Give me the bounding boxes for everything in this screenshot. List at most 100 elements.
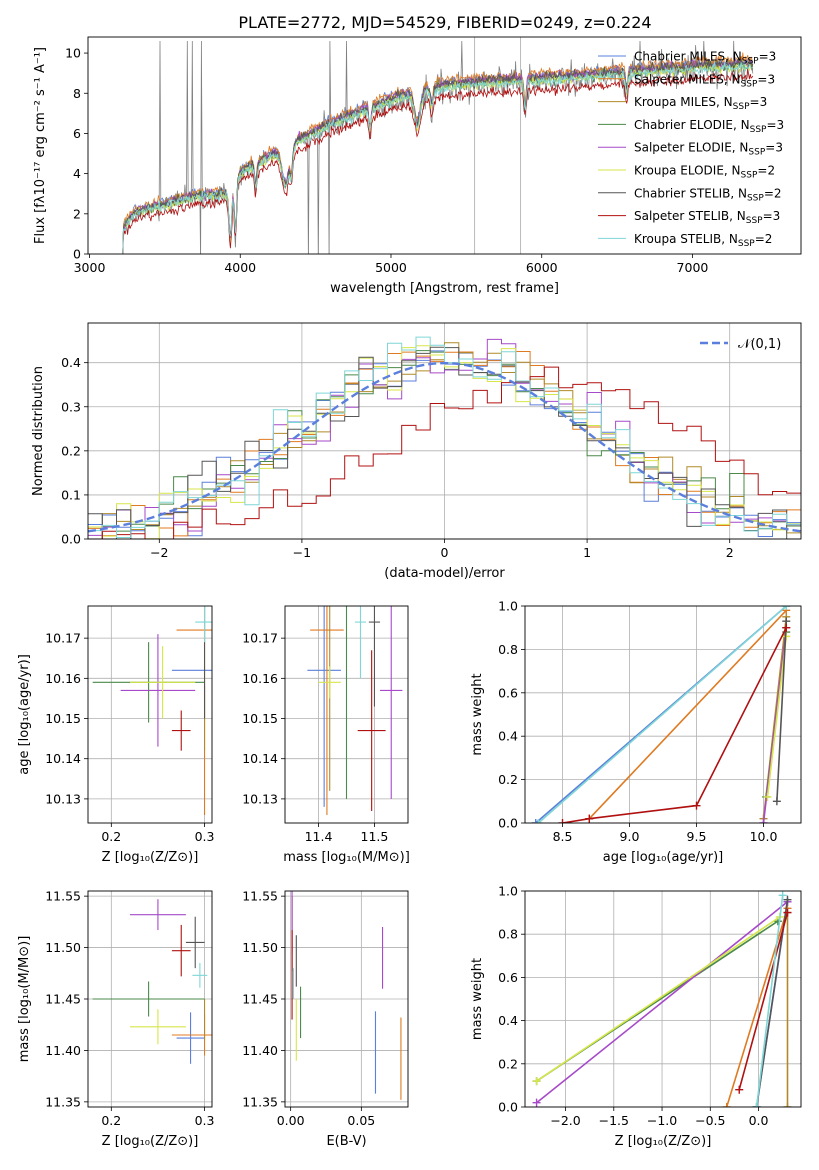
- residuals-ytick-label-3: 0.3: [61, 399, 81, 414]
- spectrum-legend-value-7: =3: [763, 209, 781, 223]
- spectrum-legend-value-4: =3: [765, 141, 783, 155]
- age_vs_mass-ytick-label-0: 10.13: [242, 791, 278, 806]
- weight_vs_age-ytick-label-0: 0.0: [498, 816, 518, 831]
- residuals-xlabel: (data-model)/error: [384, 566, 505, 581]
- spectrum-legend-sub-3: SSP: [750, 125, 767, 135]
- weight_vs_Z-xtick-label-2: −1.0: [647, 1113, 677, 1128]
- weight_vs_Z-frame: [524, 890, 802, 1108]
- age_vs_Z-ytick-label-2: 10.15: [45, 711, 81, 726]
- weight_vs_age-marker-0-0: [531, 819, 540, 823]
- spectrum-legend-value-0: =3: [759, 50, 777, 64]
- weight_vs_age-line-8: [537, 606, 787, 823]
- residuals-xtick-label-3: 1: [583, 545, 591, 560]
- spectrum-ytick-label-5: 10: [65, 46, 81, 61]
- age_vs_Z-ylabel: age [log₁₀(age/yr)]: [17, 654, 32, 775]
- spectrum-ytick-label-2: 4: [73, 166, 81, 181]
- weight_vs_Z-marker-1-0: [722, 1103, 731, 1107]
- spectrum-xlabel: wavelength [Angstrom, rest frame]: [330, 281, 559, 296]
- weight_vs_Z-ytick-label-5: 1.0: [498, 884, 518, 899]
- spectrum-xtick-label-2: 5000: [375, 260, 407, 275]
- spectrum-legend-value-8: =2: [755, 232, 773, 246]
- residuals-xtick-label-2: 0: [441, 545, 449, 560]
- spectrum-legend-label-3: Chabrier ELODIE, NSSP=3: [634, 118, 784, 135]
- residuals-normal-curve: [88, 361, 801, 533]
- spectrum-legend-label-1: Salpeter MILES, NSSP=3: [634, 72, 775, 89]
- spectrum-frame: [87, 36, 802, 255]
- weight_vs_age-marker-5-0: [763, 792, 772, 801]
- weight_vs_age-ytick-label-4: 0.8: [498, 642, 518, 657]
- mass_vs_ebv-ytick-label-0: 11.35: [242, 1094, 278, 1109]
- spectrum-legend-sub-5: SSP: [741, 171, 758, 181]
- weight_vs_Z-marker-4-0: [532, 1098, 541, 1107]
- weight_vs_age-marker-8-0: [534, 819, 543, 823]
- residuals-axes: −2 −1 0 1 2 0.0 0.1 0.2 0.3 0.4 (data-model)/error…: [31, 322, 802, 581]
- weight_vs_Z-marker-8-1: [778, 891, 787, 900]
- residuals-xtick-label-0: −2: [150, 545, 168, 560]
- weight_vs_age-marker-4-0: [759, 819, 768, 823]
- spectrum-legend-value-5: =2: [757, 164, 775, 178]
- weight_vs_age-marker-8-1: [782, 606, 791, 610]
- mass_vs_ebv-ytick-label-3: 11.50: [242, 940, 278, 955]
- spectrum-legend-label-6: Chabrier STELIB, NSSP=2: [634, 186, 782, 203]
- mass_vs_Z-xlabel: Z [log₁₀(Z/Z⊙)]: [102, 1134, 199, 1149]
- weight_vs_age-ytick-label-5: 1.0: [498, 599, 518, 614]
- weight_vs_Z-marker-7-0: [735, 1085, 744, 1094]
- weight_vs_age-marker-7-3: [782, 623, 791, 632]
- weight_vs_Z-ytick-label-4: 0.8: [498, 927, 518, 942]
- mass_vs_ebv-xtick-label-0: 0.00: [277, 1113, 305, 1128]
- weight_vs_age-ytick-label-1: 0.2: [498, 772, 518, 787]
- mass_vs_ebv-ytick-label-1: 11.40: [242, 1043, 278, 1058]
- weight_vs_age-line-1: [588, 609, 787, 820]
- residuals-ytick-label-2: 0.2: [61, 443, 81, 458]
- spectrum-legend-value-1: =3: [757, 72, 775, 86]
- spectrum-legend-sub-1: SSP: [741, 79, 758, 89]
- residuals-ytick-label-4: 0.4: [61, 355, 81, 370]
- residuals-legend: 𝒩(0,1): [700, 337, 781, 352]
- mass_vs_ebv-frame: [284, 890, 409, 1108]
- residuals-xtick-label-4: 2: [726, 545, 734, 560]
- weight_vs_Z-xtick-label-4: 0.0: [749, 1113, 769, 1128]
- spectrum-legend-sub-7: SSP: [746, 216, 763, 226]
- weight_vs_Z-xlabel: Z [log₁₀(Z/Z⊙)]: [615, 1134, 712, 1149]
- age_vs_mass-ytick-label-2: 10.15: [242, 711, 278, 726]
- spectrum-xtick-label-3: 6000: [526, 260, 558, 275]
- spectrum-plot: [122, 37, 754, 254]
- residuals-hist-7: [88, 366, 801, 539]
- spectrum-ytick-label-1: 2: [73, 206, 81, 221]
- weight_vs_Z-ytick-label-0: 0.0: [498, 1100, 518, 1115]
- mass_vs_ebv-xlabel: E(B-V): [326, 1134, 366, 1149]
- age_vs_Z-axes: 0.2 0.3 10.13 10.14 10.15 10.16 10.17 Z [log₁₀(…: [17, 605, 214, 865]
- weight_vs_age-line-7: [562, 627, 788, 823]
- residuals-hist-4: [88, 338, 801, 539]
- spectrum-xtick-label-4: 7000: [677, 260, 709, 275]
- weight_vs_age-line-4: [762, 627, 788, 823]
- weight_vs_age-xtick-label-0: 8.5: [553, 829, 573, 844]
- weight_vs_Z-marker-7-1: [783, 908, 792, 917]
- mass_vs_Z-xtick-label-0: 0.2: [101, 1113, 121, 1128]
- mass_vs_Z-axes: 0.2 0.3 11.35 11.40 11.45 11.50 11.55 Z [log₁₀(…: [17, 889, 215, 1149]
- residuals-ylabel: Normed distribution: [31, 366, 46, 496]
- spectrum-axes: 3000 4000 5000 6000 7000 0 2 4 6 8 10 wavelength [A…: [33, 36, 802, 296]
- mass_vs_Z-ylabel: mass [log₁₀(M/M⊙)]: [17, 936, 32, 1063]
- weight_vs_Z-marker-2-0: [783, 1103, 792, 1107]
- spectrum-legend-sub-2: SSP: [733, 102, 750, 112]
- age_vs_Z-frame: [87, 605, 213, 824]
- spectrum-legend-label-4: Salpeter ELODIE, NSSP=3: [634, 141, 783, 158]
- mass_vs_Z-ytick-label-4: 11.55: [45, 889, 81, 904]
- weight_vs_Z-ytick-label-2: 0.4: [498, 1013, 518, 1028]
- weight_vs_age-marker-7-0: [558, 819, 567, 823]
- spectrum-legend-value-6: =2: [764, 186, 782, 200]
- weight_vs_Z-line-4: [536, 901, 789, 1104]
- weight_vs_Z-marker-6-1: [783, 895, 792, 904]
- mass_vs_Z-frame: [87, 890, 213, 1108]
- age_vs_mass-plot: [307, 606, 403, 815]
- residuals-ytick-label-1: 0.1: [61, 487, 81, 502]
- weight_vs_age-plot: [531, 606, 791, 823]
- weight_vs_Z-xtick-label-0: −2.0: [550, 1113, 580, 1128]
- weight_vs_age-marker-7-2: [692, 801, 701, 810]
- weight_vs_Z-axes: −2.0 −1.5 −1.0 −0.5 0.0 0.0 0.2 0.4 0.6 0.8 1.0 Z […: [470, 884, 802, 1149]
- mass_vs_Z-xtick-label-1: 0.3: [195, 1113, 215, 1128]
- mass_vs_ebv-xtick-label-1: 0.05: [347, 1113, 375, 1128]
- residuals-hist-8: [88, 336, 801, 538]
- age_vs_mass-frame: [284, 605, 409, 824]
